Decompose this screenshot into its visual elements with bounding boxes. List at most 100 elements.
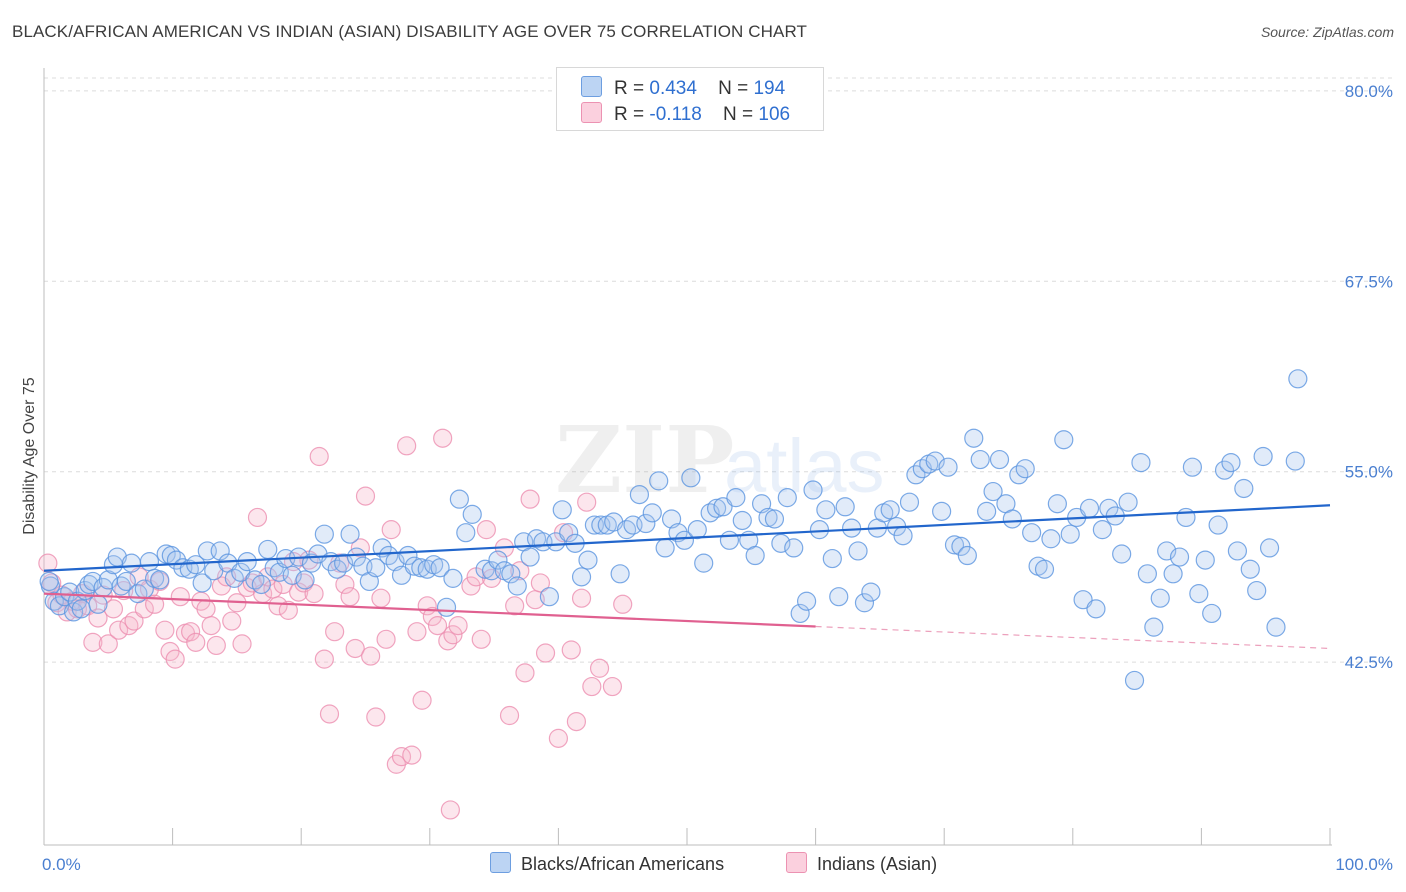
blacks-point xyxy=(822,548,842,569)
blacks-point xyxy=(430,558,450,578)
indians-point xyxy=(427,616,448,636)
indians-point xyxy=(515,663,535,683)
indians-point xyxy=(170,587,190,607)
blacks-point xyxy=(1208,515,1228,535)
blacks-point xyxy=(1150,588,1170,608)
indians-point xyxy=(345,638,365,659)
bottom-legend-label-indians: Indians (Asian) xyxy=(817,854,938,874)
blacks-point xyxy=(314,524,334,544)
blacks-point xyxy=(1259,538,1280,558)
indians-point xyxy=(448,616,468,636)
blacks-point xyxy=(150,570,170,590)
y-tick-label: 80.0% xyxy=(1345,82,1393,101)
blacks-point xyxy=(726,488,746,508)
indians-point xyxy=(407,622,427,642)
blacks-point xyxy=(186,555,206,575)
blacks-point xyxy=(816,500,836,520)
indians-point xyxy=(206,635,226,656)
indians-point xyxy=(222,611,242,631)
watermark-zip: ZIP xyxy=(555,406,734,514)
blacks-point xyxy=(719,530,740,550)
blacks-point xyxy=(1288,369,1308,389)
blacks-point xyxy=(1047,494,1067,514)
chart-title: BLACK/AFRICAN AMERICAN VS INDIAN (ASIAN)… xyxy=(12,22,808,41)
y-axis-label: Disability Age Over 75 xyxy=(21,377,38,535)
blacks-point xyxy=(758,507,778,528)
blacks-point xyxy=(842,518,862,538)
indians-point xyxy=(397,436,417,456)
blacks-point xyxy=(1266,617,1286,637)
indians-point xyxy=(440,800,460,820)
blacks-point xyxy=(1202,603,1222,624)
indians-point xyxy=(196,599,216,619)
blacks-point xyxy=(655,538,675,558)
blacks-point xyxy=(1182,457,1202,477)
indians-point xyxy=(278,600,298,620)
blacks-point xyxy=(488,550,508,570)
blacks-point xyxy=(340,524,360,544)
indians-point xyxy=(309,446,329,467)
indians-point xyxy=(530,573,550,593)
legend-n-value-blacks: 194 xyxy=(753,78,786,99)
blacks-point xyxy=(539,587,559,607)
blacks-point xyxy=(1253,446,1273,467)
blacks-point xyxy=(1079,498,1100,518)
blacks-point xyxy=(1234,478,1254,499)
indians-point xyxy=(186,632,206,652)
blacks-point xyxy=(1112,544,1132,564)
blacks-point xyxy=(578,550,598,570)
blacks-point xyxy=(1034,559,1055,579)
blacks-point xyxy=(501,564,521,584)
indians-trend-line xyxy=(43,592,816,628)
blacks-point xyxy=(1227,541,1248,561)
blacks-point xyxy=(251,574,271,595)
blacks-point xyxy=(559,523,579,543)
indians-point xyxy=(319,704,340,724)
blacks-point xyxy=(629,484,650,505)
blacks-point xyxy=(932,501,952,521)
blacks-point xyxy=(552,500,572,520)
bottom-legend-blacks[interactable]: Blacks/African Americans xyxy=(490,852,724,875)
blacks-point xyxy=(674,530,695,550)
indians-point xyxy=(103,599,124,619)
indians-point xyxy=(566,711,587,732)
blacks-point xyxy=(790,603,810,624)
legend-r-label: R = xyxy=(614,78,645,99)
legend-row-blacks: R = 0.434 N = 194 xyxy=(581,76,785,100)
indians-point xyxy=(391,747,412,767)
blacks-point xyxy=(1022,523,1042,543)
indians-point xyxy=(505,596,525,616)
blacks-point xyxy=(829,587,849,607)
blacks-point xyxy=(803,480,823,500)
blacks-point xyxy=(681,468,701,488)
blacks-point xyxy=(848,541,868,561)
blacks-point xyxy=(258,539,278,560)
blacks-point xyxy=(1189,584,1209,604)
blacks-point xyxy=(687,520,707,540)
blacks-point xyxy=(1247,580,1267,601)
blacks-point xyxy=(443,568,463,588)
blacks-point xyxy=(1214,460,1235,480)
blacks-point xyxy=(282,565,302,585)
blacks-point xyxy=(899,492,920,512)
blacks-point xyxy=(39,571,59,592)
blacks-point xyxy=(861,582,881,602)
blacks-point xyxy=(970,449,990,470)
source-label[interactable]: Source: ZipAtlas.com xyxy=(1260,24,1394,40)
indians-point xyxy=(83,632,103,652)
blacks-point xyxy=(1131,452,1151,473)
indians-point xyxy=(613,594,633,614)
indians-point xyxy=(376,629,396,649)
indians-point xyxy=(98,634,118,654)
blacks-point xyxy=(456,523,476,543)
blacks-point xyxy=(938,457,958,477)
blacks-point xyxy=(507,576,527,596)
blacks-point xyxy=(436,597,457,617)
indians-point xyxy=(422,606,442,627)
indians-point xyxy=(335,574,355,595)
blacks-point xyxy=(1163,564,1183,584)
indians-point xyxy=(88,608,108,628)
indians-point xyxy=(247,507,268,528)
bottom-legend-indians[interactable]: Indians (Asian) xyxy=(786,852,937,875)
indians-point xyxy=(561,640,581,660)
